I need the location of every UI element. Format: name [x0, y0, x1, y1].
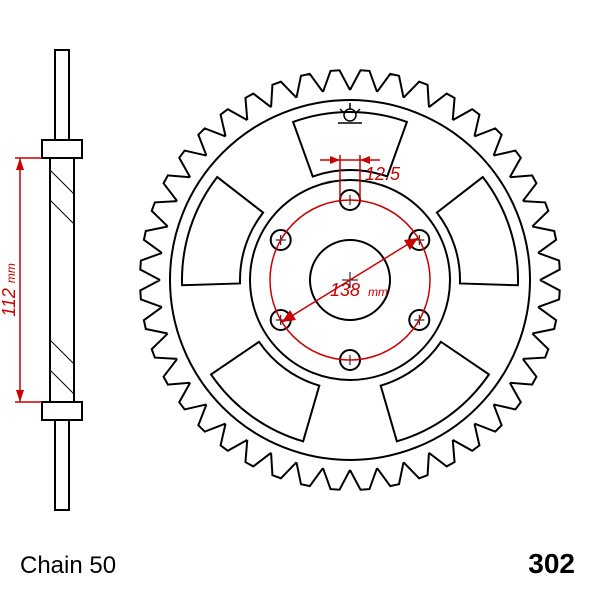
- hub-height-value: 112: [0, 288, 19, 317]
- svg-text:112 mm: 112 mm: [0, 263, 19, 317]
- chain-label: Chain 50: [20, 552, 116, 580]
- dimension-bolt-circle: 138 mm: [282, 238, 418, 322]
- svg-text:138 mm: 138 mm: [330, 280, 388, 300]
- side-profile: [42, 50, 82, 510]
- bolt-hole-value: 12.5: [365, 164, 401, 184]
- dimension-bolt-hole: 12.5: [320, 155, 401, 200]
- part-number: 302: [528, 548, 575, 580]
- dimension-hub-height: 112 mm: [0, 158, 42, 402]
- bolt-circle-unit: mm: [368, 285, 388, 299]
- bolt-circle-value: 138: [330, 280, 360, 300]
- hub-height-unit: mm: [4, 263, 18, 283]
